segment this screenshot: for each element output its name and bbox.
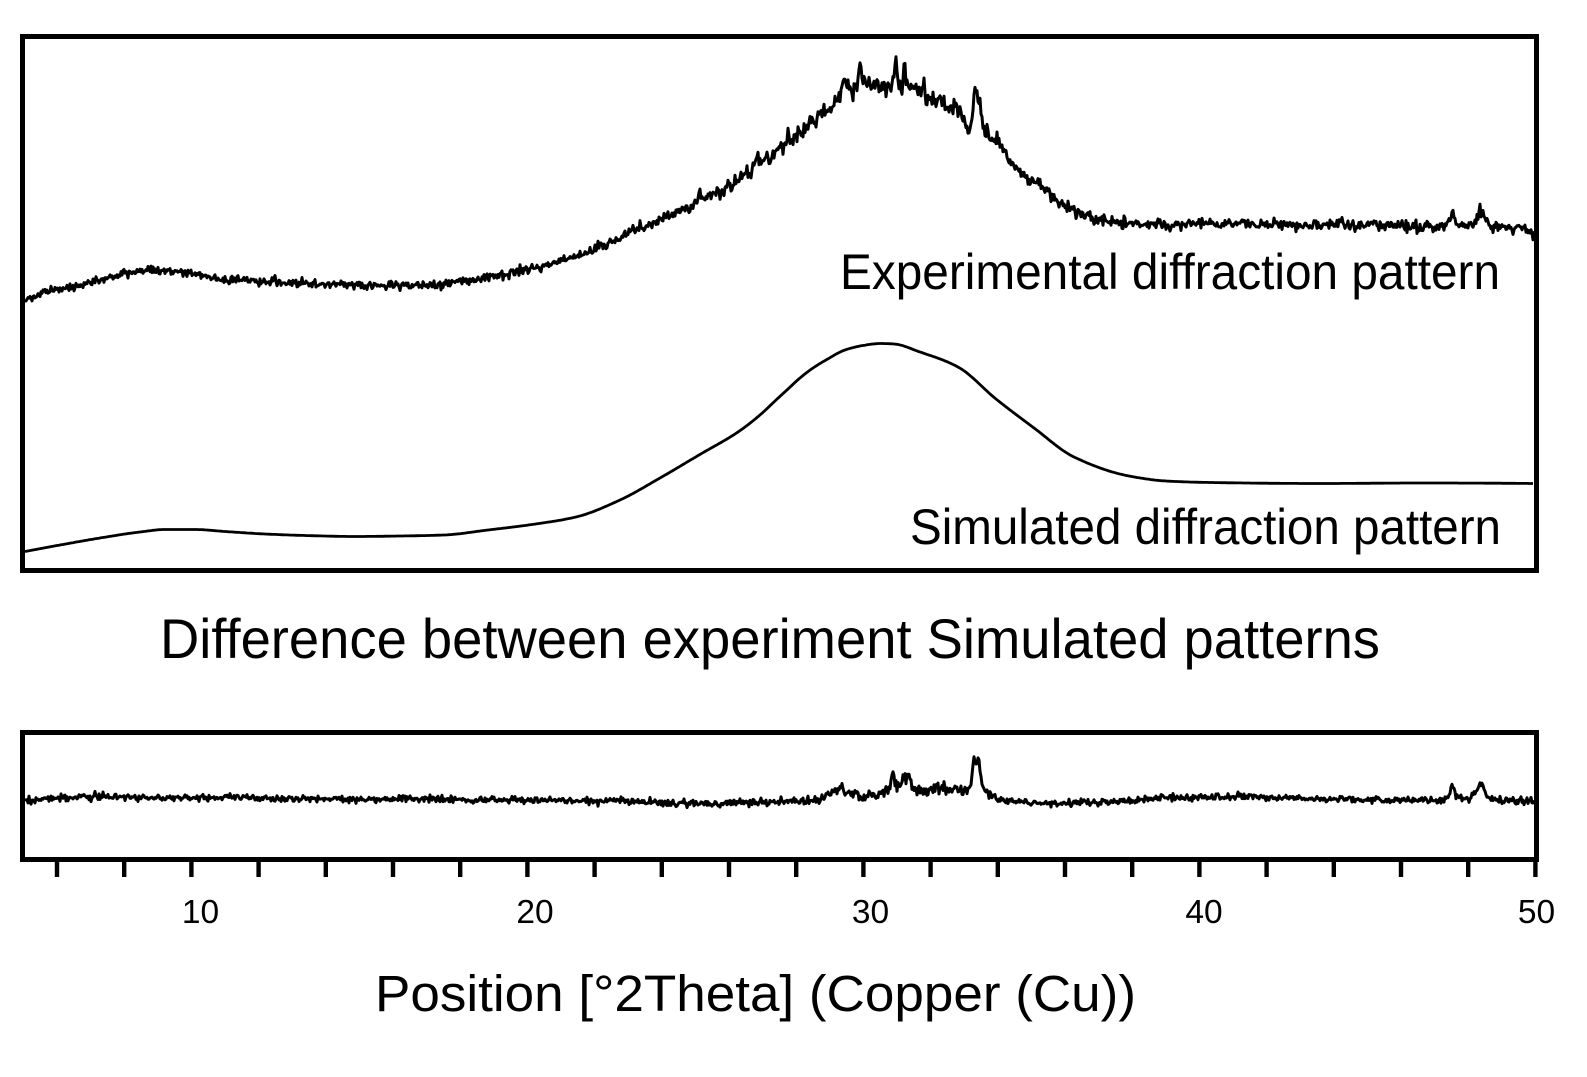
svg-text:50: 50 — [1518, 894, 1555, 931]
svg-text:Experimental diffraction patte: Experimental diffraction pattern — [840, 243, 1500, 300]
svg-text:10: 10 — [182, 894, 219, 931]
svg-text:20: 20 — [516, 894, 553, 931]
svg-text:40: 40 — [1185, 894, 1222, 931]
svg-text:Difference between experiment: Difference between experiment Simulated … — [160, 607, 1380, 670]
svg-text:Simulated diffraction pattern: Simulated diffraction pattern — [910, 498, 1501, 555]
svg-text:Position [°2Theta] (Copper (Cu: Position [°2Theta] (Copper (Cu)) — [375, 965, 1136, 1022]
svg-text:30: 30 — [852, 894, 889, 931]
